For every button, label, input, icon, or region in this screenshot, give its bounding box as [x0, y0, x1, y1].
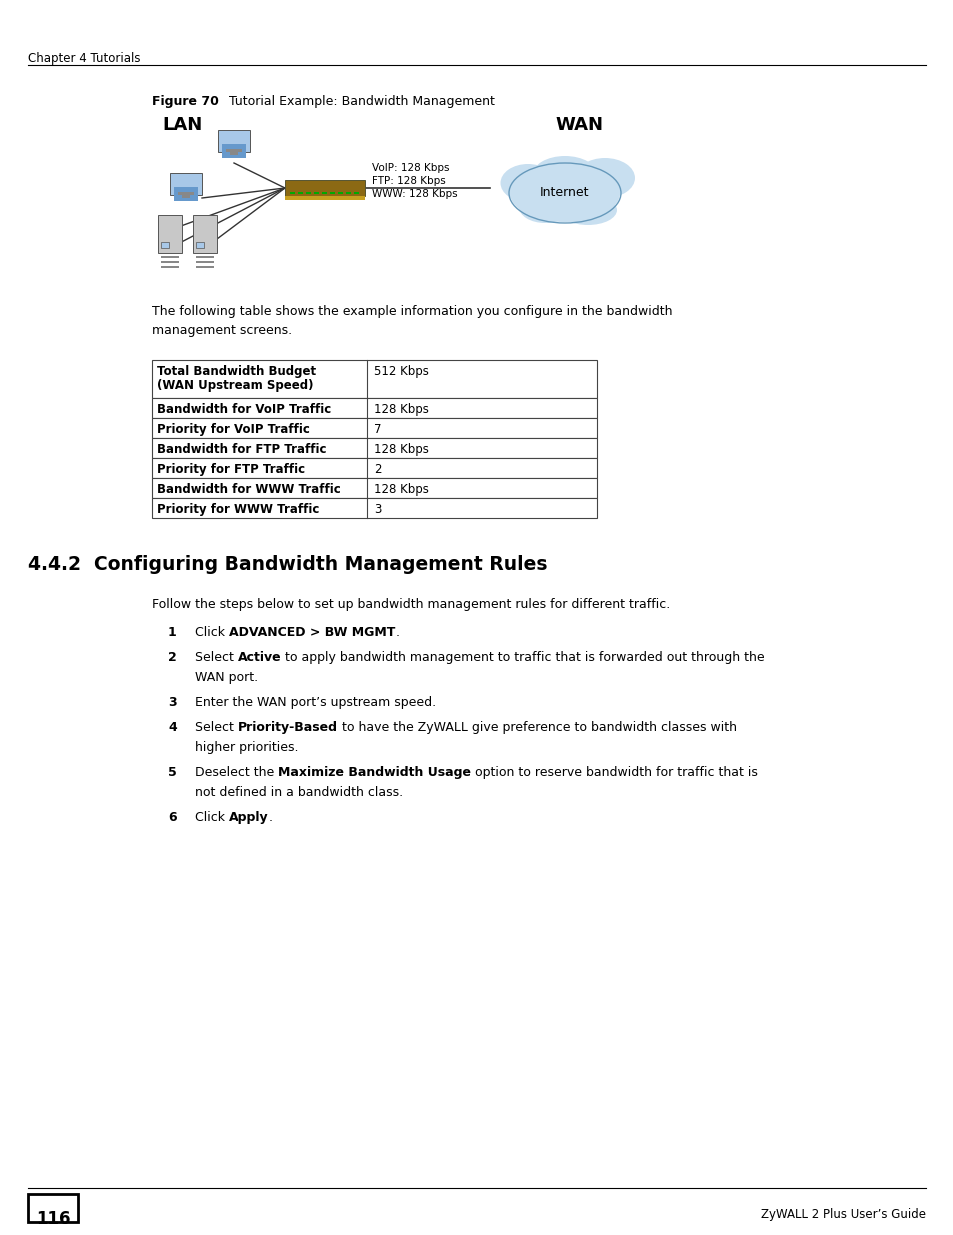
Text: (WAN Upstream Speed): (WAN Upstream Speed): [157, 379, 314, 391]
Bar: [195, 266, 213, 268]
Text: 7: 7: [374, 424, 381, 436]
Text: Maximize Bandwidth Usage: Maximize Bandwidth Usage: [278, 766, 471, 779]
Text: Bandwidth for WWW Traffic: Bandwidth for WWW Traffic: [157, 483, 340, 496]
Text: Follow the steps below to set up bandwidth management rules for different traffi: Follow the steps below to set up bandwid…: [152, 598, 670, 611]
Text: Figure 70: Figure 70: [152, 95, 218, 107]
Bar: [290, 191, 294, 194]
Text: 2: 2: [168, 651, 176, 664]
Bar: [152, 359, 597, 398]
Ellipse shape: [575, 158, 635, 198]
Text: Priority for FTP Traffic: Priority for FTP Traffic: [157, 463, 305, 475]
Bar: [161, 266, 179, 268]
Text: WAN port.: WAN port.: [194, 671, 258, 684]
Bar: [354, 191, 358, 194]
Text: WAN: WAN: [555, 116, 602, 135]
Text: 1: 1: [168, 626, 176, 638]
Text: .: .: [269, 811, 273, 824]
Text: Tutorial Example: Bandwidth Management: Tutorial Example: Bandwidth Management: [216, 95, 495, 107]
Text: Priority-Based: Priority-Based: [237, 721, 337, 734]
Bar: [195, 256, 213, 258]
Text: 2: 2: [374, 463, 381, 475]
Bar: [297, 191, 303, 194]
Bar: [230, 151, 237, 156]
Text: ZyWALL 2 Plus User’s Guide: ZyWALL 2 Plus User’s Guide: [760, 1208, 925, 1221]
Bar: [322, 191, 327, 194]
Bar: [195, 261, 213, 263]
Bar: [161, 242, 169, 248]
Text: Deselect the: Deselect the: [194, 766, 278, 779]
Bar: [330, 191, 335, 194]
Text: VoIP: 128 Kbps: VoIP: 128 Kbps: [372, 163, 449, 173]
Bar: [152, 498, 597, 517]
Text: Active: Active: [237, 651, 281, 664]
Text: Enter the WAN port’s upstream speed.: Enter the WAN port’s upstream speed.: [194, 697, 436, 709]
Text: 116: 116: [35, 1210, 71, 1228]
Text: Bandwidth for VoIP Traffic: Bandwidth for VoIP Traffic: [157, 403, 331, 416]
Bar: [28, 1194, 78, 1221]
Text: option to reserve bandwidth for traffic that is: option to reserve bandwidth for traffic …: [471, 766, 758, 779]
Bar: [306, 191, 311, 194]
Ellipse shape: [510, 164, 619, 222]
Bar: [314, 191, 318, 194]
Bar: [152, 438, 597, 458]
Bar: [161, 256, 179, 258]
Bar: [170, 173, 202, 195]
Text: not defined in a bandwidth class.: not defined in a bandwidth class.: [194, 785, 403, 799]
Bar: [195, 242, 204, 248]
Bar: [152, 417, 597, 438]
Text: The following table shows the example information you configure in the bandwidth: The following table shows the example in…: [152, 305, 672, 337]
Bar: [158, 215, 182, 253]
Text: 6: 6: [168, 811, 176, 824]
Text: 5: 5: [168, 766, 176, 779]
Bar: [152, 458, 597, 478]
Text: 128 Kbps: 128 Kbps: [374, 483, 429, 496]
Ellipse shape: [532, 156, 597, 194]
Text: 3: 3: [374, 503, 381, 516]
Text: Priority for VoIP Traffic: Priority for VoIP Traffic: [157, 424, 310, 436]
Ellipse shape: [558, 195, 617, 225]
Text: Internet: Internet: [539, 186, 589, 200]
Bar: [178, 191, 193, 195]
Text: higher priorities.: higher priorities.: [194, 741, 298, 755]
Bar: [173, 186, 198, 201]
Bar: [285, 196, 365, 200]
Text: Click: Click: [194, 626, 229, 638]
Bar: [218, 130, 250, 152]
Bar: [182, 194, 190, 198]
Text: 512 Kbps: 512 Kbps: [374, 366, 429, 378]
Text: LAN: LAN: [162, 116, 202, 135]
Ellipse shape: [500, 164, 555, 203]
Text: Priority for WWW Traffic: Priority for WWW Traffic: [157, 503, 319, 516]
Text: 128 Kbps: 128 Kbps: [374, 443, 429, 456]
Text: 4.4.2  Configuring Bandwidth Management Rules: 4.4.2 Configuring Bandwidth Management R…: [28, 555, 547, 574]
Text: Chapter 4 Tutorials: Chapter 4 Tutorials: [28, 52, 140, 65]
Text: .: .: [395, 626, 399, 638]
Text: Select: Select: [194, 721, 237, 734]
Bar: [346, 191, 351, 194]
Bar: [152, 398, 597, 417]
Bar: [193, 215, 216, 253]
Ellipse shape: [518, 191, 571, 224]
Bar: [152, 478, 597, 498]
Text: to have the ZyWALL give preference to bandwidth classes with: to have the ZyWALL give preference to ba…: [337, 721, 736, 734]
Text: Select: Select: [194, 651, 237, 664]
Bar: [285, 180, 365, 196]
Text: 128 Kbps: 128 Kbps: [374, 403, 429, 416]
Bar: [222, 144, 246, 158]
Text: 3: 3: [168, 697, 176, 709]
Text: ADVANCED > BW MGMT: ADVANCED > BW MGMT: [229, 626, 395, 638]
Text: Click: Click: [194, 811, 229, 824]
Text: WWW: 128 Kbps: WWW: 128 Kbps: [372, 189, 457, 199]
Bar: [337, 191, 343, 194]
Bar: [226, 149, 242, 152]
Text: 4: 4: [168, 721, 176, 734]
Bar: [161, 261, 179, 263]
Text: Bandwidth for FTP Traffic: Bandwidth for FTP Traffic: [157, 443, 326, 456]
Text: to apply bandwidth management to traffic that is forwarded out through the: to apply bandwidth management to traffic…: [281, 651, 764, 664]
Text: Total Bandwidth Budget: Total Bandwidth Budget: [157, 366, 315, 378]
Text: Apply: Apply: [229, 811, 269, 824]
Text: FTP: 128 Kbps: FTP: 128 Kbps: [372, 177, 445, 186]
